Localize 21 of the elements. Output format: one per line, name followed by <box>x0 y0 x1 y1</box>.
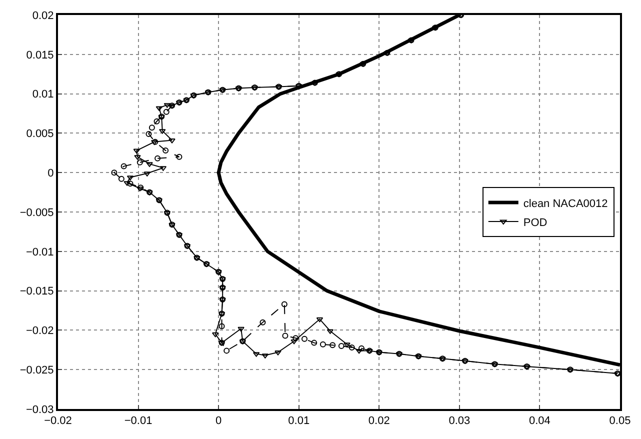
x-tick-label: 0 <box>216 415 222 428</box>
y-tick-label: −0.03 <box>26 404 54 416</box>
legend-label: clean NACA0012 <box>523 198 608 210</box>
legend-label: POD <box>523 216 548 229</box>
y-tick-label: −0.025 <box>20 364 54 376</box>
x-tick-label: 0.04 <box>529 415 550 428</box>
x-tick-label: −0.01 <box>124 415 152 428</box>
y-tick-label: −0.015 <box>20 286 54 298</box>
y-tick-label: −0.02 <box>26 325 54 338</box>
y-tick-label: 0 <box>48 167 54 180</box>
x-tick-label: 0.05 <box>609 415 631 428</box>
y-tick-label: 0.01 <box>32 88 54 101</box>
y-tick-label: −0.01 <box>26 246 54 258</box>
x-tick-label: 0.01 <box>288 415 310 428</box>
y-tick-label: 0.005 <box>26 128 54 140</box>
x-tick-label: −0.02 <box>44 415 72 428</box>
x-tick-label: 0.02 <box>368 415 390 428</box>
y-tick-label: −0.005 <box>20 206 54 219</box>
y-tick-label: 0.015 <box>26 49 54 62</box>
x-tick-label: 0.03 <box>448 415 470 428</box>
y-tick-label: 0.02 <box>32 10 54 22</box>
